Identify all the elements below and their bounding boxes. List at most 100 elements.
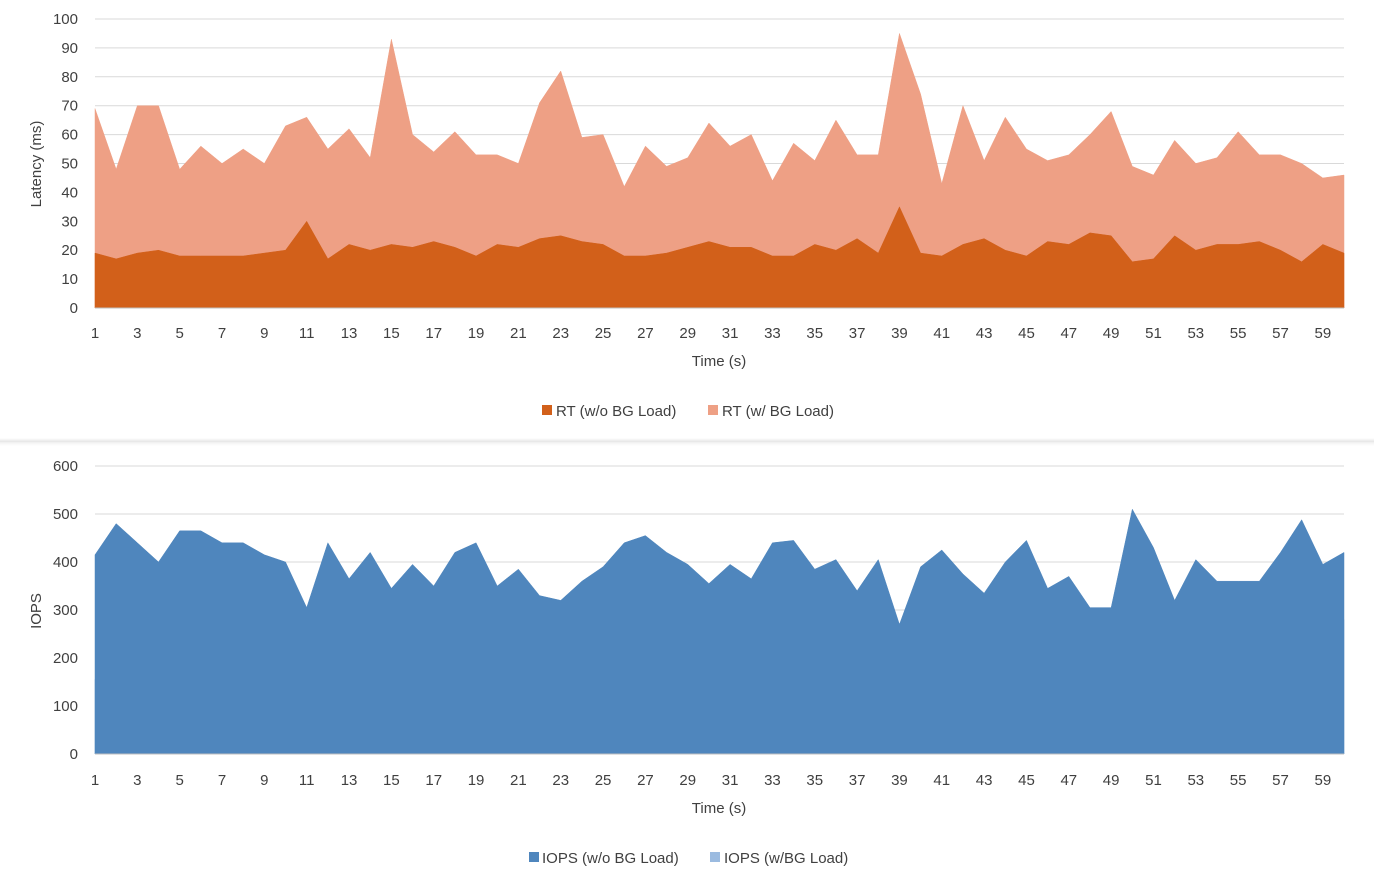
latency-area-with-bg [94,32,1345,309]
latency-x-tick-label: 17 [425,325,442,342]
latency-y-tick-label: 30 [61,213,78,230]
latency-y-tick-label: 10 [61,271,78,288]
latency-x-tick-label: 9 [260,325,268,342]
latency-x-tick-label: 21 [510,325,527,342]
latency-x-tick-label: 33 [764,325,781,342]
latency-x-tick-label: 7 [218,325,226,342]
iops-x-tick-label: 45 [1018,772,1035,789]
latency-legend: RT (w/o BG Load) RT (w/ BG Load) [542,403,834,420]
iops-x-tick-label: 31 [722,772,739,789]
latency-x-tick-label: 49 [1103,325,1120,342]
latency-x-tick-label: 23 [552,325,569,342]
latency-x-tick-label: 5 [176,325,184,342]
latency-x-tick-label: 31 [722,325,739,342]
iops-y-tick-label: 300 [53,602,78,619]
latency-chart-panel: 0 10 20 30 40 50 60 70 80 90 100 1 3 5 7 9 11 13 15 17 19 21… [0,0,1374,438]
iops-legend: IOPS (w/o BG Load) IOPS (w/BG Load) [529,850,848,867]
iops-area-without-bg [94,508,1345,755]
latency-x-tick-label: 41 [933,325,950,342]
iops-x-axis-title: Time (s) [692,800,746,817]
iops-x-tick-label: 13 [341,772,358,789]
legend-swatch-iops-without-bg [529,852,539,862]
latency-area-without-bg [94,206,1345,309]
latency-x-tick-label: 1 [91,325,99,342]
iops-x-tick-label: 11 [299,772,315,789]
iops-x-tick-label: 51 [1145,772,1162,789]
iops-x-tick-label: 57 [1272,772,1289,789]
latency-x-tick-label: 47 [1060,325,1077,342]
legend-label-rt-without-bg: RT (w/o BG Load) [556,403,676,420]
latency-x-tick-label: 37 [849,325,866,342]
latency-x-tick-label: 57 [1272,325,1289,342]
latency-x-tick-label: 35 [806,325,823,342]
iops-y-ticks: 0 100 200 300 400 500 600 [53,458,78,763]
latency-y-ticks: 0 10 20 30 40 50 60 70 80 90 100 [53,11,78,317]
latency-x-tick-label: 53 [1187,325,1204,342]
iops-x-tick-label: 33 [764,772,781,789]
iops-x-tick-label: 1 [91,772,99,789]
iops-x-tick-label: 49 [1103,772,1120,789]
latency-x-tick-label: 51 [1145,325,1162,342]
latency-x-tick-label: 11 [299,325,315,342]
iops-x-tick-label: 47 [1060,772,1077,789]
iops-y-tick-label: 100 [53,698,78,715]
iops-x-tick-label: 59 [1314,772,1331,789]
legend-swatch-rt-with-bg [708,405,718,415]
latency-x-tick-label: 27 [637,325,654,342]
latency-x-ticks: 1 3 5 7 9 11 13 15 17 19 21 23 25 27 29 31 33 35 37 39 41 43 4… [91,325,1331,342]
latency-y-tick-label: 40 [61,184,78,201]
latency-y-tick-label: 100 [53,11,78,28]
latency-x-tick-label: 45 [1018,325,1035,342]
iops-x-tick-label: 53 [1187,772,1204,789]
iops-x-tick-label: 21 [510,772,527,789]
latency-y-tick-label: 80 [61,69,78,86]
latency-y-axis-title: Latency (ms) [28,121,45,208]
iops-x-tick-label: 29 [679,772,696,789]
latency-y-tick-label: 60 [61,127,78,144]
latency-x-tick-label: 13 [341,325,358,342]
iops-x-tick-label: 39 [891,772,908,789]
latency-y-tick-label: 70 [61,98,78,115]
latency-y-tick-label: 50 [61,156,78,173]
latency-x-tick-label: 43 [976,325,993,342]
latency-x-tick-label: 3 [133,325,141,342]
iops-x-tick-label: 9 [260,772,268,789]
iops-y-tick-label: 400 [53,554,78,571]
iops-x-tick-label: 3 [133,772,141,789]
latency-x-tick-label: 25 [595,325,612,342]
latency-x-tick-label: 55 [1230,325,1247,342]
iops-x-tick-label: 19 [468,772,485,789]
iops-y-tick-label: 500 [53,506,78,523]
iops-x-tick-label: 25 [595,772,612,789]
latency-x-tick-label: 59 [1314,325,1331,342]
latency-x-axis-title: Time (s) [692,353,746,370]
chart-divider [0,438,1374,446]
legend-label-rt-with-bg: RT (w/ BG Load) [722,403,834,420]
iops-x-tick-label: 7 [218,772,226,789]
iops-x-tick-label: 41 [933,772,950,789]
latency-x-tick-label: 19 [468,325,485,342]
iops-x-tick-label: 37 [849,772,866,789]
iops-x-ticks: 1 3 5 7 9 11 13 15 17 19 21 23 25 27 29 31 33 35 37 39 41 43 4… [91,772,1331,789]
legend-swatch-iops-with-bg [710,852,720,862]
latency-areas [94,32,1345,309]
iops-y-tick-label: 200 [53,650,78,667]
latency-y-tick-label: 20 [61,242,78,259]
iops-x-tick-label: 15 [383,772,400,789]
iops-y-tick-label: 600 [53,458,78,475]
iops-x-tick-label: 43 [976,772,993,789]
iops-x-tick-label: 17 [425,772,442,789]
iops-x-tick-label: 27 [637,772,654,789]
iops-y-tick-label: 0 [70,746,78,763]
latency-x-tick-label: 29 [679,325,696,342]
legend-label-iops-with-bg: IOPS (w/BG Load) [724,850,848,867]
iops-x-tick-label: 5 [176,772,184,789]
latency-x-tick-label: 15 [383,325,400,342]
iops-chart-panel: 0 100 200 300 400 500 600 1 3 5 7 9 11 13 15 17 19 21 23 2… [0,446,1374,880]
iops-areas [94,508,1345,755]
iops-x-tick-label: 35 [806,772,823,789]
legend-label-iops-without-bg: IOPS (w/o BG Load) [542,850,679,867]
iops-x-tick-label: 55 [1230,772,1247,789]
